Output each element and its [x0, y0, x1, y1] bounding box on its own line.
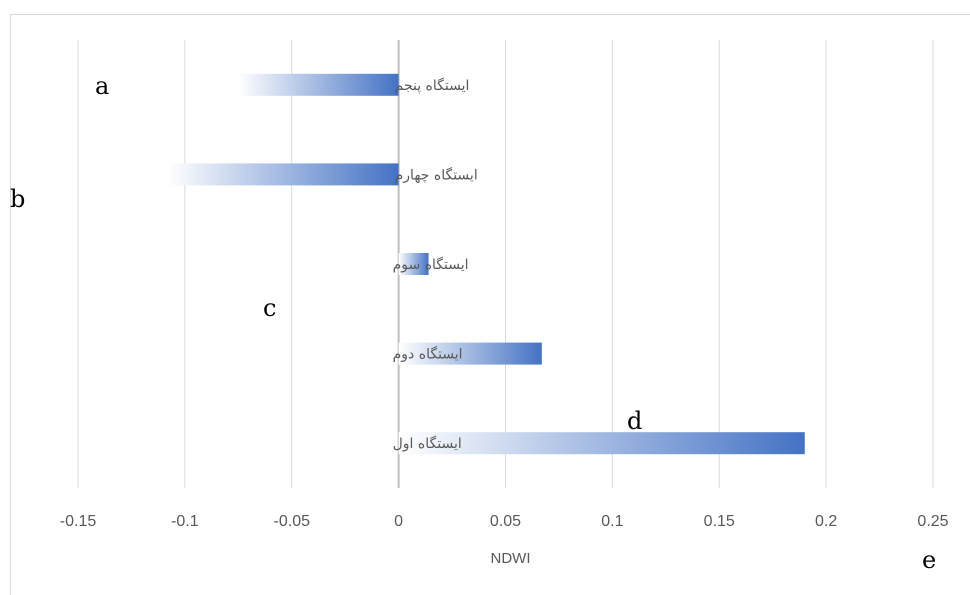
annotation-c: c: [263, 294, 277, 322]
category-label-5: ایستگاه پنجم: [395, 77, 470, 94]
category-label-2: ایستگاه دوم: [393, 346, 463, 363]
category-label-1: ایستگاه اول: [393, 435, 462, 452]
x-tick-label: -0.1: [171, 513, 199, 530]
bar-1: [398, 432, 805, 455]
x-axis-title: NDWI: [491, 550, 531, 567]
bar-5: [238, 73, 399, 96]
x-tick-label: 0.05: [490, 513, 521, 530]
annotation-e: e: [922, 546, 937, 574]
bar-2: [398, 342, 542, 365]
annotation-a: a: [95, 72, 110, 100]
x-tick-label: -0.05: [274, 513, 311, 530]
category-label-4: ایستگاه چهارم: [395, 166, 478, 183]
x-tick-label: 0.25: [917, 513, 948, 530]
annotation-d: d: [627, 407, 643, 435]
x-tick-label: 0.15: [704, 513, 735, 530]
category-label-3: ایستگاه سوم: [393, 256, 469, 273]
chart-area: [10, 14, 970, 595]
x-tick-label: 0: [394, 513, 403, 530]
x-tick-label: 0.2: [815, 513, 837, 530]
x-tick-label: -0.15: [60, 513, 97, 530]
bar-4: [167, 163, 399, 186]
x-tick-label: 0.1: [601, 513, 623, 530]
annotation-b: b: [10, 185, 26, 213]
bar-3: [398, 253, 429, 275]
